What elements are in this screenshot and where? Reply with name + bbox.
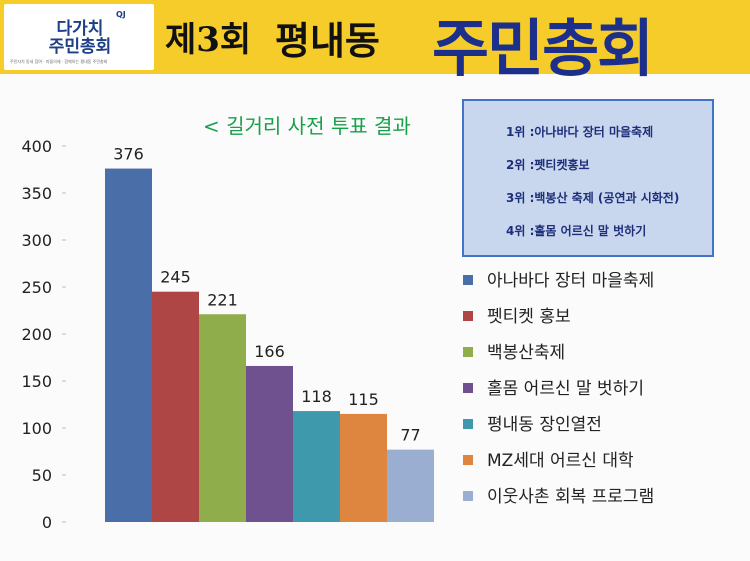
- badge-title-line1: 다가치: [56, 19, 104, 39]
- legend-swatch: [463, 383, 473, 393]
- legend-swatch: [463, 419, 473, 429]
- legend-item: 펫티켓 홍보: [463, 302, 748, 338]
- legend-swatch: [463, 347, 473, 357]
- legend-item: 아나바다 장터 마을축제: [463, 266, 748, 302]
- legend-item: 백봉산축제: [463, 338, 748, 374]
- legend-swatch: [463, 491, 473, 501]
- legend-label: MZ세대 어르신 대학: [487, 451, 634, 471]
- rank-item-4: 4위 :홀몸 어르신 말 벗하기: [506, 224, 647, 238]
- y-tick-label: 400: [21, 137, 52, 156]
- y-tick-label: 100: [21, 419, 52, 438]
- legend-label: 펫티켓 홍보: [487, 307, 571, 327]
- legend-item: 평내동 장인열전: [463, 410, 748, 446]
- bar: [293, 411, 340, 522]
- bar-data-label: 166: [254, 342, 285, 361]
- bar-data-label: 115: [348, 390, 379, 409]
- badge-title: 다가치 주민총회: [10, 20, 150, 56]
- edition-label: 제3회: [165, 20, 252, 60]
- legend-item: MZ세대 어르신 대학: [463, 446, 748, 482]
- bar: [105, 168, 152, 522]
- header-banner: QJ 다가치 주민총회 주민자치 동네 참여 · 마을의제 · 함께하는 평내동…: [0, 0, 750, 85]
- legend-item: 홀몸 어르신 말 벗하기: [463, 374, 748, 410]
- bar: [387, 449, 434, 522]
- bar: [199, 314, 246, 522]
- y-tick-label: 350: [21, 184, 52, 203]
- y-tick-label: 50: [32, 466, 52, 485]
- badge-subtitle: 주민자치 동네 참여 · 마을의제 · 함께하는 평내동 주민총회: [10, 59, 108, 64]
- assembly-title: 주민총회: [432, 12, 654, 85]
- bar-data-label: 118: [301, 387, 332, 406]
- legend-label: 평내동 장인열전: [487, 415, 602, 435]
- y-tick-label: 250: [21, 278, 52, 297]
- y-tick-label: 150: [21, 372, 52, 391]
- rank-item-2: 2위 :펫티켓홍보: [506, 158, 590, 172]
- rank-item-1: 1위 :아나바다 장터 마을축제: [506, 125, 654, 139]
- organization-logo: QJ: [116, 10, 126, 19]
- bar: [340, 413, 387, 522]
- y-tick-label: 200: [21, 325, 52, 344]
- bar-data-label: 221: [207, 290, 238, 309]
- bar-data-label: 376: [113, 145, 144, 164]
- bar: [152, 291, 199, 522]
- legend-label: 이웃사촌 회복 프로그램: [487, 487, 655, 507]
- y-tick-label: 300: [21, 231, 52, 250]
- ranking-box: 1위 :아나바다 장터 마을축제 2위 :펫티켓홍보 3위 :백봉산 축제 (공…: [462, 99, 714, 257]
- legend-label: 백봉산축제: [487, 343, 566, 363]
- legend-item: 이웃사촌 회복 프로그램: [463, 482, 748, 518]
- legend-label: 홀몸 어르신 말 벗하기: [487, 379, 644, 399]
- legend-label: 아나바다 장터 마을축제: [487, 271, 655, 291]
- y-tick-label: 0: [42, 513, 52, 532]
- place-label: 평내동: [275, 19, 380, 63]
- bar: [246, 365, 293, 522]
- legend-swatch: [463, 455, 473, 465]
- bar-data-label: 245: [160, 268, 191, 287]
- bar-data-label: 77: [400, 426, 420, 445]
- legend-swatch: [463, 275, 473, 285]
- rank-item-3: 3위 :백봉산 축제 (공연과 시화전): [506, 191, 680, 205]
- legend-swatch: [463, 311, 473, 321]
- event-logo-badge: QJ 다가치 주민총회 주민자치 동네 참여 · 마을의제 · 함께하는 평내동…: [4, 4, 154, 70]
- badge-title-line2: 주민총회: [48, 37, 112, 57]
- chart-title: < 길거리 사전 투표 결과: [203, 114, 411, 138]
